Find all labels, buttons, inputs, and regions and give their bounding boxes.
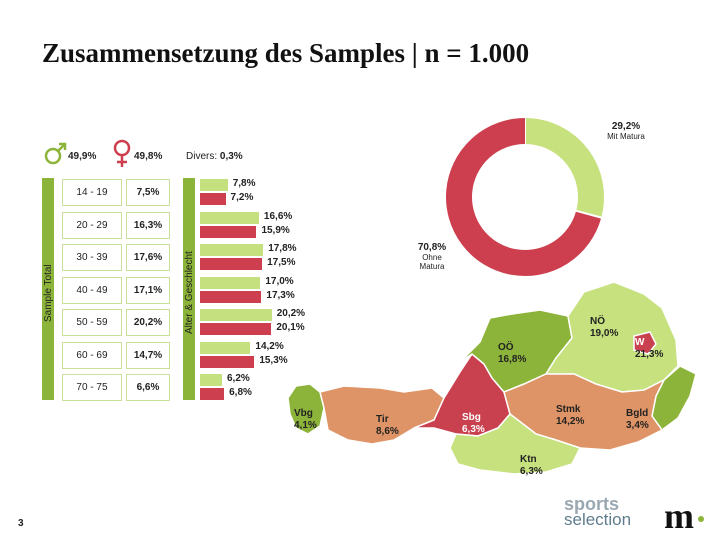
female-bar-label: 15,3% — [259, 354, 288, 366]
sample-total-label: Sample Total — [43, 264, 54, 322]
map-region-ktn — [449, 412, 582, 475]
female-symbol-icon — [113, 139, 131, 167]
female-bar — [200, 193, 226, 205]
male-percentage: 49,9% — [68, 151, 97, 162]
male-bar — [200, 244, 264, 256]
male-bar — [200, 276, 261, 289]
map-label-stmk: Stmk 14,2% — [556, 404, 585, 427]
matura-donut-chart — [446, 117, 604, 276]
male-bar — [200, 211, 259, 224]
female-bar-label: 7,2% — [230, 192, 254, 203]
female-bar-label: 17,5% — [267, 257, 296, 268]
age-total-cell: 17,1% — [126, 276, 170, 304]
female-percentage: 49,8% — [134, 151, 163, 162]
age-range-cell: 30 - 39 — [62, 244, 122, 271]
age-range-cell: 20 - 29 — [62, 211, 122, 239]
male-bar-label: 20,2% — [276, 308, 306, 319]
female-bar-label: 15,9% — [261, 224, 290, 236]
male-bar — [200, 341, 251, 354]
ohne-matura-value: 70,8% — [417, 242, 447, 253]
donut-slice-0 — [524, 118, 604, 218]
map-label-w-name: W — [635, 337, 645, 348]
page-number: 3 — [18, 518, 24, 529]
age-gender-bar — [183, 178, 195, 400]
female-bar — [200, 388, 225, 400]
page-title: Zusammensetzung des Samples | n = 1.000 — [42, 38, 530, 68]
sample-total-bar — [42, 178, 54, 400]
age-gender-label: Alter & Geschlecht — [184, 251, 195, 334]
diverse-label: Divers: — [186, 151, 218, 162]
male-bar-label: 6,2% — [227, 373, 250, 384]
age-total-cell: 6,6% — [126, 374, 170, 401]
austria-map — [287, 281, 697, 475]
donut-label-mit-matura: 29,2% Mit Matura — [598, 121, 654, 141]
map-label-bgld: Bgld 3,4% — [626, 408, 649, 431]
female-bar-label: 6,8% — [229, 387, 252, 398]
m-logo: m — [664, 496, 694, 536]
map-label-vbg: Vbg 4,1% — [294, 408, 317, 431]
male-bar-label: 14,2% — [255, 340, 284, 352]
male-bar — [200, 179, 228, 191]
age-total-cell: 14,7% — [126, 341, 170, 369]
donut-slice-1 — [446, 118, 602, 276]
male-bar — [200, 309, 272, 321]
female-bar — [200, 258, 263, 270]
male-bar-label: 17,0% — [265, 275, 294, 287]
mit-matura-name: Mit Matura — [607, 132, 645, 141]
selection-logo-text: selection — [564, 510, 632, 529]
map-label-ktn: Ktn 6,3% — [520, 454, 543, 477]
age-range-cell: 70 - 75 — [62, 374, 122, 401]
map-region-vbg — [287, 383, 325, 435]
map-region-w — [633, 331, 657, 355]
map-label-oo: OÖ 16,8% — [498, 342, 527, 365]
female-bar — [200, 225, 257, 238]
age-total-cell: 17,6% — [126, 244, 170, 271]
male-bar-label: 17,8% — [268, 243, 297, 254]
map-label-tir: Tir 8,6% — [376, 414, 399, 437]
male-bar-label: 16,6% — [263, 210, 293, 222]
map-label-w-value: 21,3% — [635, 349, 664, 360]
map-label-sbg: Sbg 6,3% — [462, 412, 485, 435]
m-logo-dot — [698, 516, 704, 522]
map-label-no: NÖ 19,0% — [590, 316, 619, 339]
age-range-cell: 50 - 59 — [62, 309, 122, 336]
age-range-cell: 60 - 69 — [62, 341, 122, 369]
age-range-cell: 40 - 49 — [62, 276, 122, 304]
female-bar — [200, 323, 272, 335]
donut-label-ohne-matura: 70,8% Ohne Matura — [406, 242, 458, 271]
sports-selection-logo: sports selection — [564, 494, 632, 529]
age-range-cell: 14 - 19 — [62, 179, 122, 206]
female-bar-label: 20,1% — [276, 322, 305, 333]
mit-matura-value: 29,2% — [611, 121, 641, 132]
age-total-cell: 16,3% — [126, 211, 170, 239]
age-total-cell: 20,2% — [126, 309, 170, 336]
male-symbol-icon — [44, 142, 67, 165]
female-bar — [200, 290, 262, 303]
diverse-info: Divers: 0,3% — [186, 151, 243, 162]
male-bar-label: 7,8% — [232, 178, 256, 189]
male-bar — [200, 374, 222, 386]
donut-separator — [574, 209, 603, 219]
ohne-matura-name: Ohne Matura — [419, 253, 445, 271]
age-total-cell: 7,5% — [126, 179, 170, 206]
female-bar-label: 17,3% — [266, 289, 295, 301]
female-bar — [200, 355, 255, 368]
sports-logo-text: sports — [564, 494, 620, 514]
diverse-percentage: 0,3% — [219, 151, 243, 162]
